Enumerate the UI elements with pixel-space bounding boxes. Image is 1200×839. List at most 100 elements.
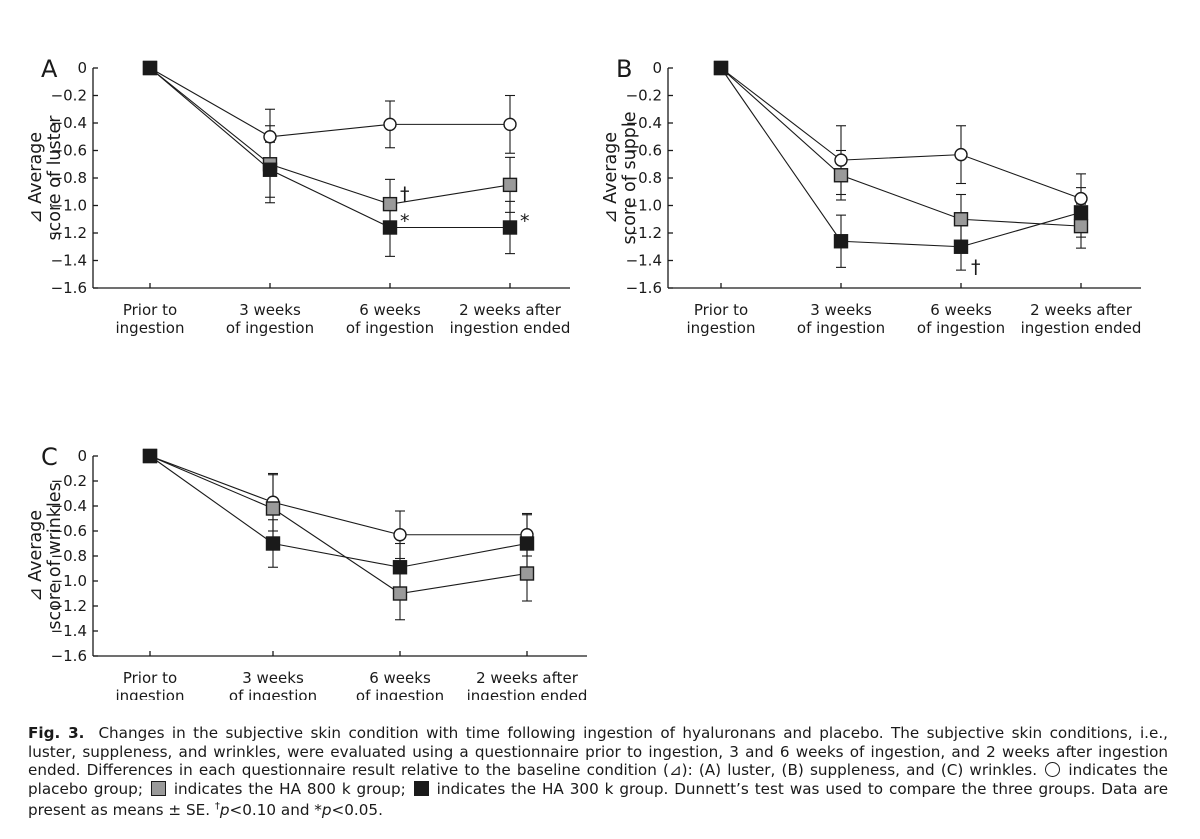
- x-tick-label: ingestion ended: [467, 687, 588, 700]
- y-axis-label-line: ⊿ Average: [26, 132, 46, 224]
- y-tick-label: −0.4: [626, 114, 662, 132]
- data-point-ha300: [953, 239, 969, 254]
- panel-letter: B: [616, 55, 632, 83]
- x-tick-label: ingestion ended: [1021, 319, 1142, 337]
- x-tick-label: ingestion: [687, 319, 756, 337]
- data-point-ha300: [265, 536, 281, 551]
- y-tick-label: −1.4: [626, 252, 662, 270]
- y-axis-label: ⊿ Averagescore of supple: [601, 111, 640, 244]
- y-axis-label-line: ⊿ Average: [601, 132, 621, 224]
- ha300-black-square-icon: [413, 780, 429, 796]
- x-tick-label: ingestion: [116, 687, 185, 700]
- x-tick-label: 6 weeks: [930, 301, 992, 319]
- y-tick-label: 0: [77, 59, 87, 77]
- ha800-gray-square-icon: [150, 780, 166, 796]
- y-axis-label: ⊿ Averagescore of luster: [26, 115, 65, 241]
- y-tick-label: −0.8: [51, 547, 87, 565]
- p-threshold-2: <0.05.: [331, 801, 383, 820]
- y-tick-label: −1.0: [51, 572, 87, 590]
- x-tick-label: ingestion ended: [450, 319, 571, 337]
- caption-ha800-text: indicates the HA 800 k group;: [173, 779, 406, 798]
- figure-3: A 0 −0.2 −0.4 −0.6 −0.8 −1.0 −1.2 −1.4 −1.6 Prior …: [26, 55, 1141, 700]
- y-tick-label: −0.6: [626, 142, 662, 160]
- placebo-circle-icon: [1045, 762, 1061, 778]
- x-tick-label: of ingestion: [356, 687, 444, 700]
- series-line-black: [720, 67, 1082, 248]
- data-point-ha800: [382, 196, 398, 212]
- y-tick-label: −1.4: [51, 622, 87, 640]
- caption-placebo-text: indicates the placebo group;: [28, 761, 1169, 798]
- chart-panel-c: C 0 −0.2 −0.4 −0.6 −0.8 −1.0 −1.2 −1.4 −1.6 Prior …: [26, 443, 587, 700]
- figure-caption: Fig. 3. Changes in the subjective skin co…: [28, 724, 1168, 820]
- significance-mark: †: [971, 256, 981, 278]
- x-tick-label: 3 weeks: [810, 301, 872, 319]
- x-tick-label: Prior to: [123, 301, 177, 319]
- series-line-black: [149, 455, 528, 568]
- x-tick-label: 2 weeks after: [459, 301, 562, 319]
- y-axis-label-line: ⊿ Average: [26, 510, 46, 602]
- y-axis-label-line: score of luster: [45, 115, 65, 241]
- caption-ha300-text: indicates the HA 300 k group. Dunnett’s …: [28, 779, 1169, 820]
- data-point-ha800: [519, 566, 535, 581]
- x-tick-label: of ingestion: [229, 687, 317, 700]
- caption-text: Changes in the subjective skin condition…: [28, 724, 1168, 780]
- series-line-gray: [720, 67, 1082, 227]
- dagger-symbol: †: [214, 801, 220, 813]
- data-point-ha300: [382, 220, 398, 235]
- y-tick-label: −0.8: [51, 169, 87, 187]
- data-point-ha300: [142, 60, 158, 76]
- series-line-circle: [149, 67, 510, 138]
- x-tick-label: Prior to: [123, 669, 177, 687]
- series-line-gray: [149, 67, 511, 205]
- data-point-ha800: [392, 586, 408, 601]
- data-point-placebo: [263, 130, 277, 144]
- x-tick-label: 6 weeks: [369, 669, 431, 687]
- series-line-black: [149, 67, 510, 229]
- data-point-placebo: [1074, 191, 1088, 206]
- x-tick-label: 2 weeks after: [1030, 301, 1133, 319]
- series-line-gray: [149, 455, 528, 595]
- caption-label: Fig. 3.: [28, 724, 85, 742]
- y-tick-label: −0.2: [51, 472, 87, 490]
- data-point-placebo: [393, 528, 407, 542]
- x-tick-label: of ingestion: [346, 319, 434, 337]
- data-point-ha800: [833, 168, 849, 183]
- significance-mark: †: [400, 183, 410, 205]
- y-tick-label: −1.6: [51, 647, 87, 665]
- y-tick-label: 0: [77, 447, 87, 465]
- x-tick-label: 6 weeks: [359, 301, 421, 319]
- y-tick-label: −1.2: [51, 224, 87, 242]
- chart-panel-a: A 0 −0.2 −0.4 −0.6 −0.8 −1.0 −1.2 −1.4 −1.6 Prior …: [26, 55, 570, 337]
- data-point-ha800: [502, 177, 518, 193]
- data-point-placebo: [834, 153, 848, 167]
- data-point-ha300: [142, 448, 158, 464]
- y-tick-label: −0.6: [51, 142, 87, 160]
- x-tick-label: 3 weeks: [242, 669, 304, 687]
- y-axis-label-line: score of wrinkles: [45, 482, 65, 629]
- data-point-ha800: [265, 501, 281, 516]
- x-tick-label: of ingestion: [797, 319, 885, 337]
- y-tick-label: −0.2: [51, 87, 87, 105]
- data-point-placebo: [383, 117, 397, 132]
- data-point-ha300: [519, 536, 535, 551]
- series-line-circle: [720, 67, 1082, 200]
- panel-letter: A: [41, 55, 58, 83]
- y-tick-label: −0.4: [51, 114, 87, 132]
- y-tick-label: −1.6: [626, 279, 662, 297]
- x-tick-label: of ingestion: [917, 319, 1005, 337]
- y-tick-label: −1.4: [51, 252, 87, 270]
- y-tick-label: −0.4: [51, 497, 87, 515]
- data-point-ha300: [1073, 205, 1089, 220]
- x-tick-label: of ingestion: [226, 319, 314, 337]
- data-point-ha300: [262, 162, 278, 177]
- x-tick-label: 3 weeks: [239, 301, 301, 319]
- significance-mark: *: [520, 211, 530, 233]
- chart-panel-b: B 0 −0.2 −0.4 −0.6 −0.8 −1.0 −1.2 −1.4 −1.6 Prior …: [601, 55, 1141, 337]
- x-tick-label: ingestion: [116, 319, 185, 337]
- data-point-ha300: [502, 220, 518, 235]
- x-tick-label: Prior to: [694, 301, 748, 319]
- y-tick-label: −0.8: [626, 169, 662, 187]
- y-tick-label: −1.2: [51, 597, 87, 615]
- significance-mark: *: [400, 211, 410, 233]
- x-tick-label: 2 weeks after: [476, 669, 579, 687]
